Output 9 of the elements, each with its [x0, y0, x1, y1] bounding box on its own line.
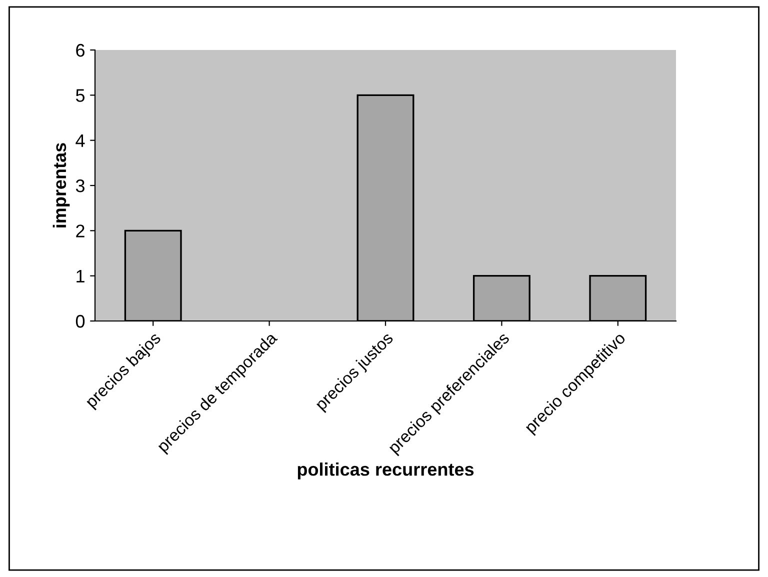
y-tick-label: 6 — [76, 44, 84, 57]
y-tick-label: 4 — [76, 134, 85, 147]
x-axis-title: politicas recurrentes — [298, 462, 474, 480]
y-tick-label: 3 — [76, 179, 84, 192]
y-tick-label: 5 — [76, 89, 85, 102]
y-tick-label: 2 — [76, 224, 84, 238]
y-tick-label: 0 — [76, 314, 85, 328]
y-tick-label: 1 — [76, 270, 84, 282]
y-axis-title: imprentas — [52, 143, 70, 228]
